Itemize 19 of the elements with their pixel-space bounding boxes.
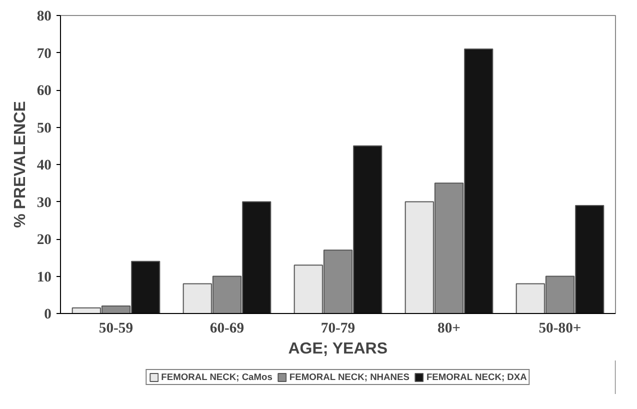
x-tick-label: 80+ (437, 320, 461, 336)
y-tick-label: 80 (36, 8, 52, 24)
y-tick-label: 50 (36, 120, 52, 136)
x-tick-label: 50-80+ (538, 320, 582, 336)
y-tick-label: 40 (36, 158, 52, 174)
legend-label: FEMORAL NECK; CaMos (161, 372, 272, 382)
x-tick-label: 60-69 (210, 320, 244, 336)
legend-label: FEMORAL NECK; NHANES (289, 372, 410, 382)
y-tick-label: 0 (44, 306, 52, 322)
y-tick-label: 30 (36, 194, 52, 211)
y-tick-label: 60 (36, 83, 52, 99)
x-tick-label: 70-79 (320, 320, 356, 336)
x-tick-label: 50-59 (98, 320, 134, 336)
legend-label: FEMORAL NECK; DXA (426, 372, 527, 382)
x-axis-title: AGE; YEARS (288, 340, 388, 358)
y-tick-label: 70 (36, 46, 52, 62)
y-axis-title: % PREVALENCE (12, 100, 29, 228)
y-tick-label: 10 (36, 269, 52, 286)
y-tick-label: 20 (36, 232, 52, 248)
